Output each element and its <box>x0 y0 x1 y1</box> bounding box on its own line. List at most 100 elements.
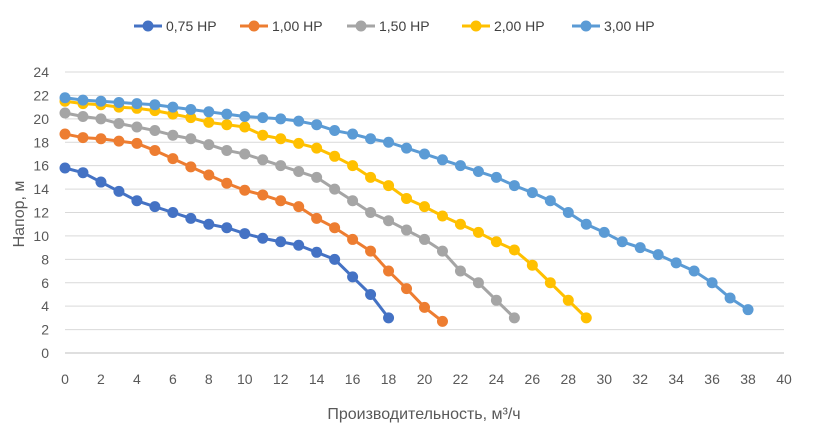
data-point <box>131 137 143 149</box>
data-point <box>275 113 287 125</box>
legend-label: 1,50 HP <box>379 18 430 34</box>
data-point <box>365 133 377 145</box>
data-point <box>221 119 233 131</box>
data-point <box>293 115 305 127</box>
data-point <box>95 113 107 125</box>
data-point <box>257 154 269 166</box>
data-point <box>347 271 359 283</box>
series-1 <box>59 128 448 327</box>
data-point <box>221 108 233 120</box>
data-point <box>239 121 251 133</box>
data-point <box>688 265 700 277</box>
y-tick-label: 14 <box>33 181 49 197</box>
data-point <box>149 125 161 137</box>
data-point <box>257 129 269 141</box>
data-point <box>472 277 484 289</box>
y-tick-label: 10 <box>33 228 49 244</box>
data-point <box>95 133 107 145</box>
x-tick-label: 20 <box>417 371 433 387</box>
data-point <box>167 153 179 165</box>
data-point <box>293 137 305 149</box>
data-point <box>167 101 179 113</box>
data-point <box>634 242 646 254</box>
data-point <box>724 292 736 304</box>
x-tick-label: 30 <box>596 371 612 387</box>
data-point <box>347 233 359 245</box>
data-point <box>275 133 287 145</box>
data-point <box>401 224 413 236</box>
data-point <box>221 177 233 189</box>
x-tick-label: 16 <box>345 371 361 387</box>
y-tick-label: 4 <box>41 298 49 314</box>
data-point <box>472 226 484 238</box>
series-0 <box>59 162 395 324</box>
x-tick-label: 40 <box>776 371 792 387</box>
legend-item: 1,00 HP <box>240 18 323 34</box>
data-point <box>149 201 161 213</box>
x-tick-label: 32 <box>632 371 648 387</box>
x-tick-label: 34 <box>668 371 684 387</box>
data-point <box>347 160 359 172</box>
x-tick-label: 24 <box>489 371 505 387</box>
data-point <box>77 132 89 144</box>
data-point <box>185 212 197 224</box>
data-point <box>167 129 179 141</box>
legend-swatch-marker <box>355 20 367 32</box>
data-point <box>293 166 305 178</box>
data-point <box>59 92 71 104</box>
x-tick-label: 14 <box>309 371 325 387</box>
data-point <box>113 185 125 197</box>
data-point <box>454 265 466 277</box>
data-point <box>508 180 520 192</box>
x-tick-label: 12 <box>273 371 289 387</box>
data-point <box>59 162 71 174</box>
data-point <box>257 189 269 201</box>
data-point <box>59 107 71 119</box>
data-point <box>419 233 430 245</box>
data-point <box>275 236 287 248</box>
data-point <box>436 315 448 327</box>
legend-item: 0,75 HP <box>134 18 217 34</box>
data-point <box>508 244 520 256</box>
data-point <box>293 201 305 213</box>
data-point <box>508 312 520 324</box>
data-point <box>436 154 448 166</box>
legend-item: 2,00 HP <box>462 18 545 34</box>
data-point <box>77 110 89 122</box>
data-point <box>652 249 664 261</box>
x-tick-label: 38 <box>740 371 756 387</box>
data-point <box>293 239 305 251</box>
data-point <box>616 236 628 248</box>
data-point <box>185 103 197 115</box>
data-point <box>311 119 323 131</box>
data-point <box>203 218 215 230</box>
y-tick-label: 24 <box>33 64 49 80</box>
data-point <box>365 288 377 300</box>
data-point <box>275 160 287 172</box>
series-2 <box>59 107 520 324</box>
data-point <box>490 171 502 183</box>
data-point <box>383 312 395 324</box>
data-point <box>131 121 143 133</box>
data-point <box>167 207 179 218</box>
data-point <box>706 277 718 289</box>
data-point <box>239 228 251 240</box>
data-point <box>526 187 538 199</box>
data-point <box>401 142 413 154</box>
data-point <box>311 246 323 258</box>
data-point <box>526 259 538 271</box>
legend-label: 2,00 HP <box>494 18 545 34</box>
data-point <box>311 142 323 154</box>
data-point <box>490 294 502 306</box>
legend: 0,75 HP 1,00 HP 1,50 HP 2,00 HP 3,00 HP <box>134 18 655 34</box>
legend-swatch-marker <box>470 20 482 32</box>
data-point <box>95 95 107 107</box>
data-point <box>185 133 197 145</box>
data-point <box>742 304 754 316</box>
data-point <box>59 128 71 140</box>
data-point <box>347 195 359 207</box>
y-tick-label: 6 <box>41 275 49 291</box>
data-point <box>580 312 592 324</box>
